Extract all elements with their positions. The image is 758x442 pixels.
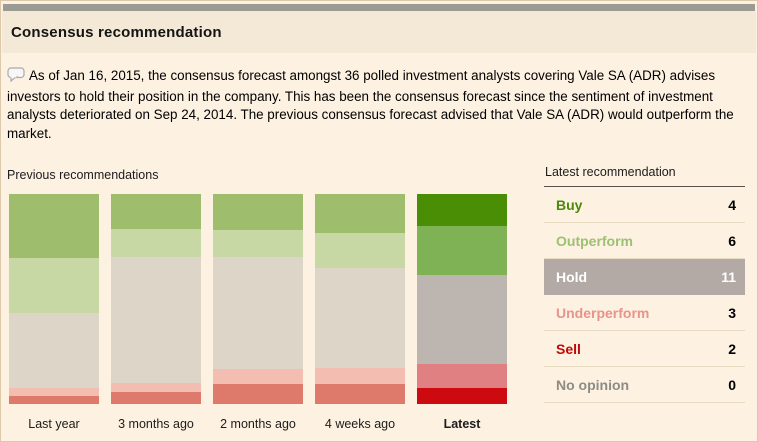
widget-header: Consensus recommendation (2, 11, 756, 53)
recommendation-row-buy: Buy 4 (544, 187, 745, 223)
bar-category-label: 4 weeks ago (324, 417, 396, 431)
top-accent-bar (3, 4, 755, 11)
recommendation-count: 4 (728, 196, 736, 213)
consensus-summary: As of Jan 16, 2015, the consensus foreca… (7, 67, 754, 143)
stacked-bar (417, 194, 507, 404)
bar-segment-sell (9, 396, 99, 404)
bar-segment-outperform (315, 233, 405, 269)
latest-recommendation-title: Latest recommendation (544, 164, 745, 187)
stacked-bar (213, 194, 303, 404)
bar-segment-outperform (213, 229, 303, 257)
latest-recommendation-table: Buy 4 Outperform 6 Hold 11 Underperform 3 Sell 2 N… (544, 187, 745, 403)
recommendation-label: Outperform (556, 232, 633, 249)
stacked-bar (315, 194, 405, 404)
previous-recommendations-label: Previous recommendations (7, 168, 159, 182)
bar-segment-buy (9, 194, 99, 259)
page-title: Consensus recommendation (11, 24, 222, 41)
bar-segment-buy (213, 194, 303, 230)
recommendation-label: Underperform (556, 304, 650, 321)
bar-column: Latest (417, 194, 507, 431)
bar-column: Last year (9, 194, 99, 431)
speech-bubble-icon (7, 67, 25, 88)
bar-category-label: Last year (28, 417, 80, 431)
stacked-bar (9, 194, 99, 404)
bar-category-label: Latest (443, 417, 481, 431)
recommendation-row-hold: Hold 11 (544, 259, 745, 295)
bar-category-label: 2 months ago (220, 417, 296, 431)
bar-segment-underperform (417, 363, 507, 388)
recommendation-label: Sell (556, 340, 581, 357)
recommendation-label: No opinion (556, 376, 630, 393)
bar-column: 4 weeks ago (315, 194, 405, 431)
recommendation-count: 11 (721, 268, 736, 285)
bar-segment-hold (417, 274, 507, 364)
bar-segment-hold (9, 313, 99, 389)
recommendation-count: 2 (728, 340, 736, 357)
bar-segment-buy (315, 194, 405, 234)
recommendation-label: Buy (556, 196, 583, 213)
stacked-bar (111, 194, 201, 404)
bar-segment-sell (111, 392, 201, 404)
bar-segment-underperform (315, 368, 405, 385)
bar-segment-hold (315, 268, 405, 369)
bar-segment-sell (417, 387, 507, 404)
recommendation-count: 3 (728, 304, 736, 321)
bar-segment-buy (111, 194, 201, 230)
recommendation-row-sell: Sell 2 (544, 331, 745, 367)
bar-segment-hold (111, 256, 201, 383)
recommendation-label: Hold (556, 268, 588, 285)
recommendation-count: 0 (728, 376, 736, 393)
recommendation-row-underperform: Underperform 3 (544, 295, 745, 331)
bar-segment-hold (213, 256, 303, 370)
bar-segment-underperform (111, 382, 201, 392)
bar-segment-sell (315, 384, 405, 404)
bar-category-label: 3 months ago (118, 417, 194, 431)
summary-text: As of Jan 16, 2015, the consensus foreca… (7, 68, 734, 141)
bar-segment-outperform (9, 258, 99, 314)
latest-recommendation-panel: Latest recommendation Buy 4 Outperform 6 Hol… (544, 164, 745, 403)
bar-segment-buy (417, 194, 507, 227)
bars: Last year 3 months ago 2 months ago 4 weeks… (9, 194, 507, 431)
recommendation-row-no-opinion: No opinion 0 (544, 367, 745, 403)
bar-segment-outperform (417, 226, 507, 275)
bar-segment-underperform (9, 388, 99, 396)
bar-column: 3 months ago (111, 194, 201, 431)
recommendation-count: 6 (728, 232, 736, 249)
bar-segment-underperform (213, 369, 303, 385)
bar-segment-sell (213, 384, 303, 404)
bar-column: 2 months ago (213, 194, 303, 431)
bar-segment-outperform (111, 229, 201, 257)
recommendation-row-outperform: Outperform 6 (544, 223, 745, 259)
